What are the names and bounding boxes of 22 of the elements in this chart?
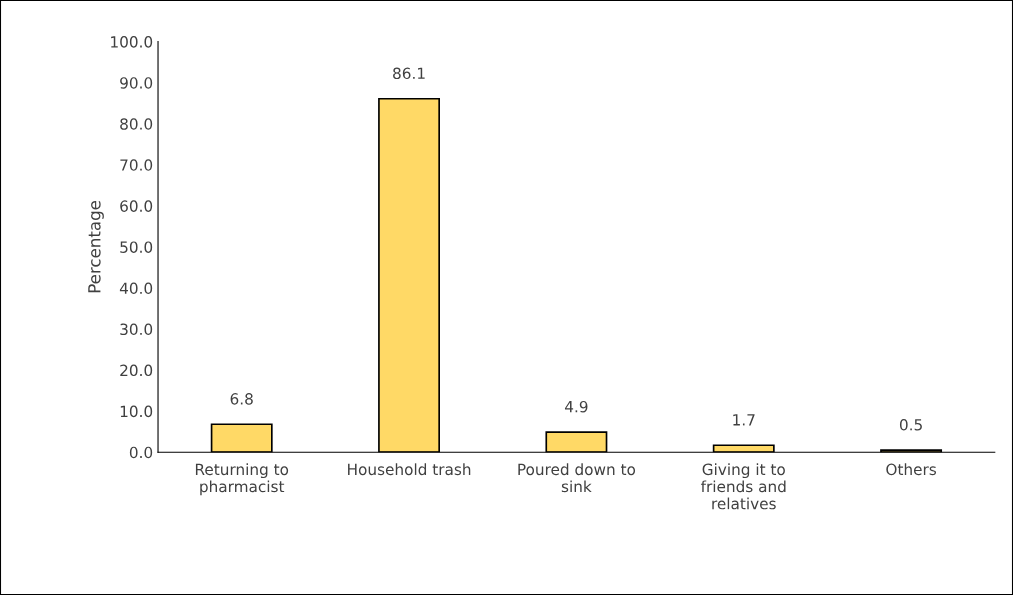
x-tick-label: Returning to pharmacist	[195, 463, 289, 496]
data-label: 0.5	[899, 418, 922, 431]
y-tick-label: 40.0	[119, 282, 153, 294]
y-tick-label: 100.0	[111, 36, 153, 48]
data-label: 86.1	[393, 67, 425, 80]
data-label: 4.9	[565, 400, 588, 413]
y-tick-label: 30.0	[120, 323, 153, 336]
y-tick-label: 20.0	[120, 364, 153, 377]
data-label: 6.8	[230, 393, 253, 405]
y-tick-label: 0.0	[129, 446, 153, 459]
y-tick-label: 80.0	[120, 118, 153, 130]
y-tick-label: 90.0	[120, 77, 153, 89]
y-tick-label: 10.0	[120, 405, 153, 418]
y-tick-label: 50.0	[120, 241, 153, 253]
y-tick-label: 70.0	[120, 159, 153, 171]
x-tick-label: Poured down to sink	[518, 463, 636, 493]
y-tick-label: 60.0	[120, 200, 153, 212]
data-label: 1.7	[733, 414, 755, 426]
x-tick-label: Household trash	[348, 463, 471, 476]
y-axis-title: Percentage	[88, 200, 104, 293]
x-tick-label: Others	[886, 463, 937, 476]
x-tick-label: Giving it to friends and relatives	[700, 463, 786, 510]
